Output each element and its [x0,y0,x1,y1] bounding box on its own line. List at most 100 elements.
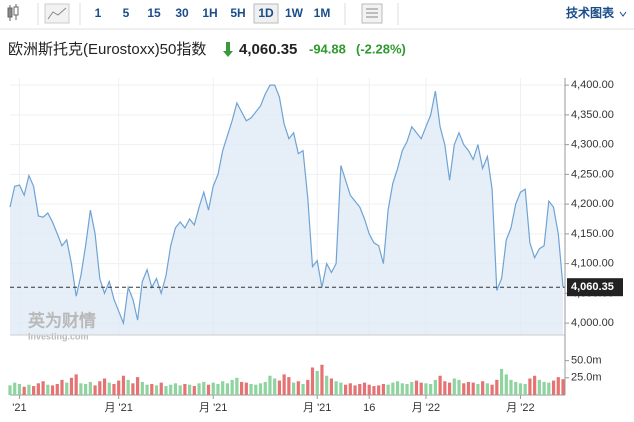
volume-bar [362,382,367,395]
volume-bar [235,377,239,395]
area-icon[interactable] [44,3,70,24]
volume-bar [542,381,546,395]
price: 4,060.35 [239,41,297,58]
volume-bar [79,383,83,395]
volume-bar [358,384,362,395]
volume-bar [533,375,537,395]
interval-button[interactable]: 1W [285,6,304,20]
volume-bar [221,381,225,395]
volume-bar [74,374,78,395]
volume-bar [339,382,343,395]
tech-chart-button[interactable]: 技术图表 [566,5,615,20]
volume-bar [282,374,286,395]
interval-button[interactable]: 1D [258,6,274,20]
volume-bar [22,386,26,395]
volume-bar [32,386,36,395]
volume-bar [50,385,55,395]
volume-bar [164,386,168,395]
volume-bar [561,379,565,395]
volume-bar [84,384,88,395]
volume-bar [225,383,230,395]
volume-bar [528,378,532,395]
y-tick-label: 4,250.00 [571,168,614,180]
volume-bar [443,381,447,395]
volume-bar [183,384,187,395]
candle-icon[interactable] [7,4,19,21]
volume-bar [254,384,258,395]
change: -94.88 [309,41,346,56]
volume-bar [391,382,395,395]
volume-bar [414,380,419,395]
volume-bar [126,379,130,395]
active-interval-box [253,3,279,24]
volume-bar [131,383,135,395]
volume-bar [268,375,272,395]
y-tick-label: 4,300.00 [571,139,614,151]
volume-bar [291,382,296,395]
volume-bar [287,377,291,395]
volume-bar [93,385,97,395]
y-tick-label: 4,150.00 [571,228,614,240]
volume-bar [372,386,376,395]
volume-bar [121,375,126,395]
down-arrow [223,42,233,57]
volume-bar [27,384,31,395]
x-tick-label: 月 '22 [412,402,440,414]
volume-bar [490,384,494,395]
volume-bar [306,379,310,395]
x-tick-label: 月 '21 [199,402,227,414]
volume-bar [310,367,315,395]
volume-bar [136,377,140,395]
volume-bar [457,379,461,395]
area-fill [10,85,563,335]
interval-button[interactable]: 1H [202,6,217,20]
volume-bar [258,383,263,395]
volume-bar [117,380,121,395]
interval-button[interactable]: 15 [147,6,161,20]
change-pct: (-2.28%) [356,41,406,56]
volume-bar [325,375,329,395]
volume-bar [41,381,45,395]
volume-bar [8,385,12,395]
volume-bar [60,379,64,395]
volume-bar [301,384,305,395]
volume-bar [343,384,348,395]
interval-button[interactable]: 1 [95,6,102,20]
volume-bar [381,384,385,395]
volume-bar [249,384,253,395]
last-price-box [567,278,623,297]
volume-bar [107,382,111,395]
volume-bar [433,379,437,395]
volume-bar [55,384,59,395]
volume-bar [173,383,178,395]
volume-bar [202,381,206,395]
volume-bar [211,382,215,395]
interval-button[interactable]: 30 [175,6,189,20]
watermark-site: Investing.com [28,331,89,341]
volume-bar [495,379,499,395]
interval-button[interactable]: 1M [314,6,331,20]
interval-button[interactable]: 5 [123,6,130,20]
volume-bar [377,385,381,395]
volume-bar [476,384,480,395]
volume-bar [69,377,74,395]
volume-bar [46,384,50,395]
volume-bar [438,375,442,395]
volume-bar [551,380,556,395]
interval-button[interactable]: 5H [230,6,245,20]
volume-bar [395,381,400,395]
x-tick-label: 月 '22 [506,402,534,414]
y-tick-label: 4,350.00 [571,109,614,121]
volume-bar [405,384,409,395]
y-tick-label: 4,000.00 [571,317,614,329]
volume-bar [537,379,541,395]
volume-bar [367,384,371,395]
volume-bar [429,384,433,395]
volume-bar [556,377,560,395]
volume-bar [102,378,107,395]
volume-bar [159,382,163,395]
volume-bar [504,374,508,395]
volume-bar [499,368,504,395]
